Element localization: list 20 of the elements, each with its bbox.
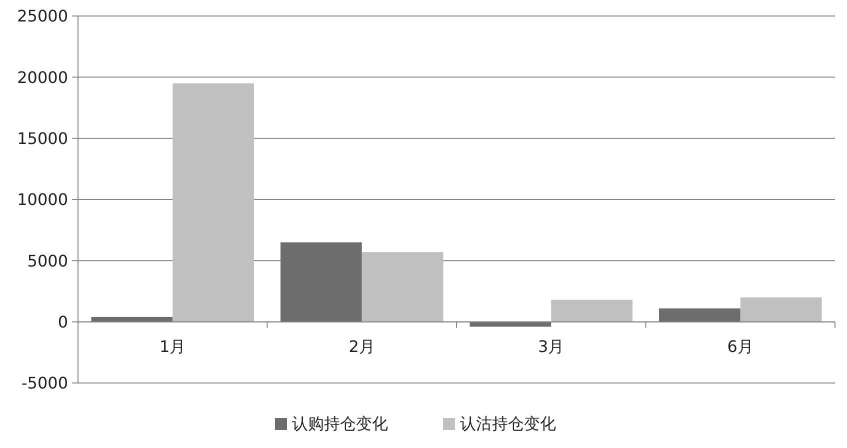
y-tick-label: 0 [58, 312, 68, 332]
bar [91, 316, 173, 322]
bar [280, 242, 362, 322]
bar [740, 297, 822, 322]
y-tick-label: 15000 [17, 128, 68, 148]
bar [551, 300, 633, 322]
legend-label: 认沽持仓变化 [460, 414, 556, 433]
bar [362, 252, 444, 322]
x-tick-label: 2月 [348, 336, 375, 356]
y-tick-label: 10000 [17, 190, 68, 210]
bar [658, 308, 740, 322]
y-tick-label: -5000 [22, 374, 68, 393]
x-tick-label: 3月 [538, 336, 564, 356]
bar [172, 83, 254, 322]
y-tick-label: 25000 [17, 6, 68, 26]
x-tick-label: 1月 [160, 336, 186, 356]
y-tick-label: 20000 [17, 68, 68, 87]
y-tick-label: 5000 [27, 251, 68, 270]
x-tick-label: 6月 [727, 336, 754, 356]
legend-label: 认购持仓变化 [292, 414, 388, 433]
